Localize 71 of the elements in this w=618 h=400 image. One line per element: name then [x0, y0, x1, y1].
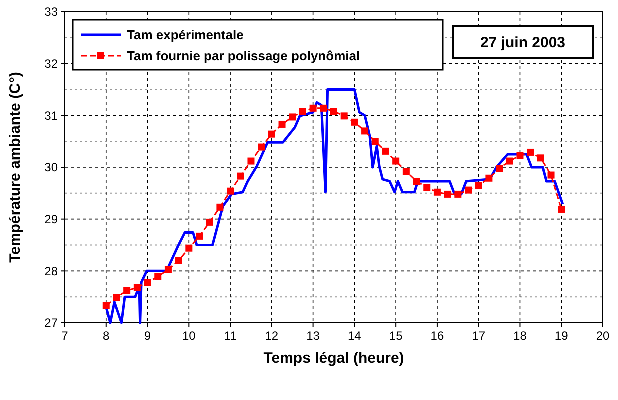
x-axis-title: Temps légal (heure) [264, 350, 404, 367]
point [382, 148, 390, 155]
point [340, 112, 348, 120]
point [516, 152, 524, 160]
point [289, 114, 296, 121]
x-tick-label: 20 [596, 329, 610, 343]
x-tick-label: 11 [224, 329, 238, 343]
point [558, 206, 566, 213]
point [237, 172, 244, 180]
y-tick-label: 32 [44, 57, 58, 72]
y-tick-label: 29 [44, 212, 58, 227]
y-tick-label: 27 [44, 316, 58, 330]
point [216, 204, 224, 211]
point [144, 279, 152, 286]
point [186, 244, 193, 252]
point [506, 158, 514, 165]
point [351, 118, 358, 126]
point [392, 158, 400, 165]
point [248, 158, 255, 165]
legend-label: Tam fournie par polissage polynômial [127, 48, 360, 64]
x-tick-label: 8 [103, 329, 110, 343]
point [154, 273, 162, 280]
legend-label: Tam expérimentale [127, 28, 244, 43]
point [268, 130, 276, 138]
point [227, 188, 234, 195]
y-tick-label: 33 [44, 5, 58, 20]
x-tick-label: 15 [389, 329, 404, 343]
x-tick-label: 18 [514, 329, 528, 343]
point [113, 294, 120, 302]
x-tick-label: 14 [348, 329, 362, 343]
y-tick-label: 30 [44, 160, 58, 175]
point [310, 104, 317, 112]
point [527, 148, 534, 156]
point [362, 128, 369, 135]
point [278, 120, 286, 128]
x-tick-label: 16 [430, 329, 444, 343]
point [496, 165, 504, 172]
y-tick-label: 31 [44, 108, 58, 123]
point [548, 172, 555, 179]
y-tick-label: 28 [44, 264, 58, 278]
x-tick-label: 19 [554, 329, 569, 343]
point [258, 144, 266, 151]
x-tick-label: 17 [472, 329, 486, 343]
y-axis-title: Température ambiante (C°) [7, 72, 24, 263]
point [444, 190, 452, 198]
annotation: 27 juin 2003 [480, 34, 566, 52]
x-tick-label: 7 [62, 329, 69, 343]
point [372, 138, 379, 146]
point [124, 287, 131, 294]
point [164, 266, 172, 274]
point [299, 108, 306, 116]
point [434, 188, 441, 196]
point [175, 257, 182, 264]
point [475, 182, 482, 190]
x-tick-label: 13 [306, 329, 320, 343]
point [537, 154, 544, 162]
point [320, 104, 328, 112]
point [330, 108, 338, 116]
x-tick-label: 10 [182, 329, 196, 343]
point [486, 174, 493, 182]
point [402, 168, 410, 176]
point [424, 184, 431, 192]
point [413, 178, 420, 185]
point [206, 218, 214, 226]
point [196, 232, 203, 240]
point [465, 186, 472, 194]
point [102, 302, 110, 310]
point [454, 190, 462, 198]
point [134, 284, 141, 292]
x-tick-label: 9 [144, 329, 152, 343]
x-tick-label: 12 [265, 329, 279, 343]
